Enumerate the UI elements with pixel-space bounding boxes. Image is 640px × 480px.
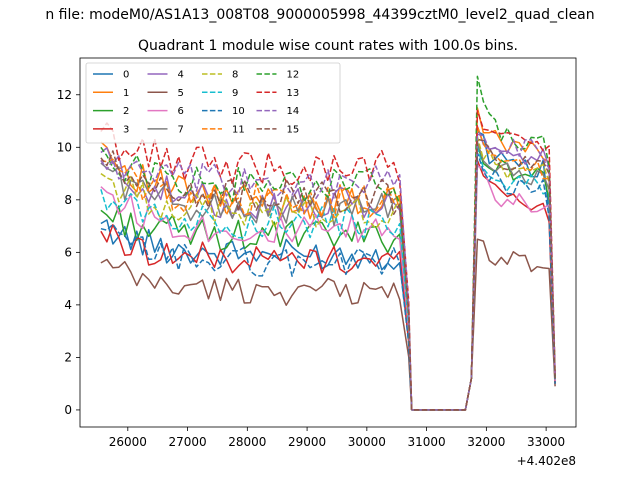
legend-label-1: 1 xyxy=(123,88,129,99)
legend-label-14: 14 xyxy=(287,106,300,117)
x-tick-label: 31000 xyxy=(408,435,446,449)
x-tick-label: 32000 xyxy=(467,435,505,449)
series-line-14 xyxy=(100,133,556,411)
y-tick-label: 2 xyxy=(64,350,72,364)
legend-label-3: 3 xyxy=(123,124,129,135)
chart-title: Quadrant 1 module wise count rates with … xyxy=(138,38,518,54)
x-tick-label: 29000 xyxy=(288,435,326,449)
series-line-9 xyxy=(100,146,556,411)
series-line-5 xyxy=(100,238,556,411)
y-tick-label: 10 xyxy=(57,140,72,154)
x-tick-label: 26000 xyxy=(109,435,147,449)
legend-label-13: 13 xyxy=(287,88,300,99)
series-line-12 xyxy=(100,75,556,411)
x-tick-label: 28000 xyxy=(228,435,266,449)
y-tick-label: 12 xyxy=(57,88,72,102)
x-tick-label: 33000 xyxy=(527,435,565,449)
y-tick-label: 0 xyxy=(64,403,72,417)
legend-label-8: 8 xyxy=(232,70,238,81)
series-line-6 xyxy=(100,164,556,411)
legend-label-11: 11 xyxy=(232,124,245,135)
figure-suptitle: n file: modeM0/AS1A13_008T08_9000005998_… xyxy=(45,7,594,23)
y-tick-label: 4 xyxy=(64,298,72,312)
legend-label-7: 7 xyxy=(178,124,184,135)
legend-label-0: 0 xyxy=(123,70,129,81)
legend-label-6: 6 xyxy=(178,106,184,117)
series-line-0 xyxy=(100,130,556,411)
legend-label-15: 15 xyxy=(287,124,300,135)
y-tick-label: 6 xyxy=(64,245,72,259)
y-tick-label: 8 xyxy=(64,193,72,207)
x-axis: 26000 27000 28000 29000 30000 31000 32000 33000 xyxy=(109,427,565,449)
y-axis: 0 2 4 6 8 10 12 xyxy=(57,88,80,417)
series-line-15 xyxy=(100,138,556,411)
series-layer xyxy=(100,75,556,411)
legend-label-10: 10 xyxy=(232,106,245,117)
plot-frame xyxy=(79,57,577,428)
legend-label-4: 4 xyxy=(178,70,184,81)
series-line-13 xyxy=(100,109,556,411)
series-line-8 xyxy=(100,136,556,411)
series-line-10 xyxy=(100,151,556,411)
legend-label-9: 9 xyxy=(232,88,238,99)
legend-label-12: 12 xyxy=(287,70,300,81)
legend-box xyxy=(85,62,341,144)
x-offset-label: +4.402e8 xyxy=(517,454,576,468)
legend-label-2: 2 xyxy=(123,106,129,117)
series-line-1 xyxy=(100,107,556,411)
legend-label-5: 5 xyxy=(178,88,184,99)
x-tick-label: 30000 xyxy=(348,435,386,449)
x-tick-label: 27000 xyxy=(168,435,206,449)
